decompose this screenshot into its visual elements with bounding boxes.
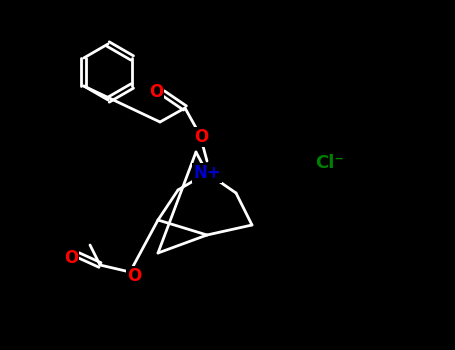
Text: O: O: [194, 128, 208, 146]
Text: O: O: [149, 83, 163, 101]
Text: N+: N+: [193, 164, 221, 182]
Text: O: O: [127, 267, 141, 285]
Text: Cl⁻: Cl⁻: [315, 154, 344, 172]
Text: O: O: [64, 249, 78, 267]
